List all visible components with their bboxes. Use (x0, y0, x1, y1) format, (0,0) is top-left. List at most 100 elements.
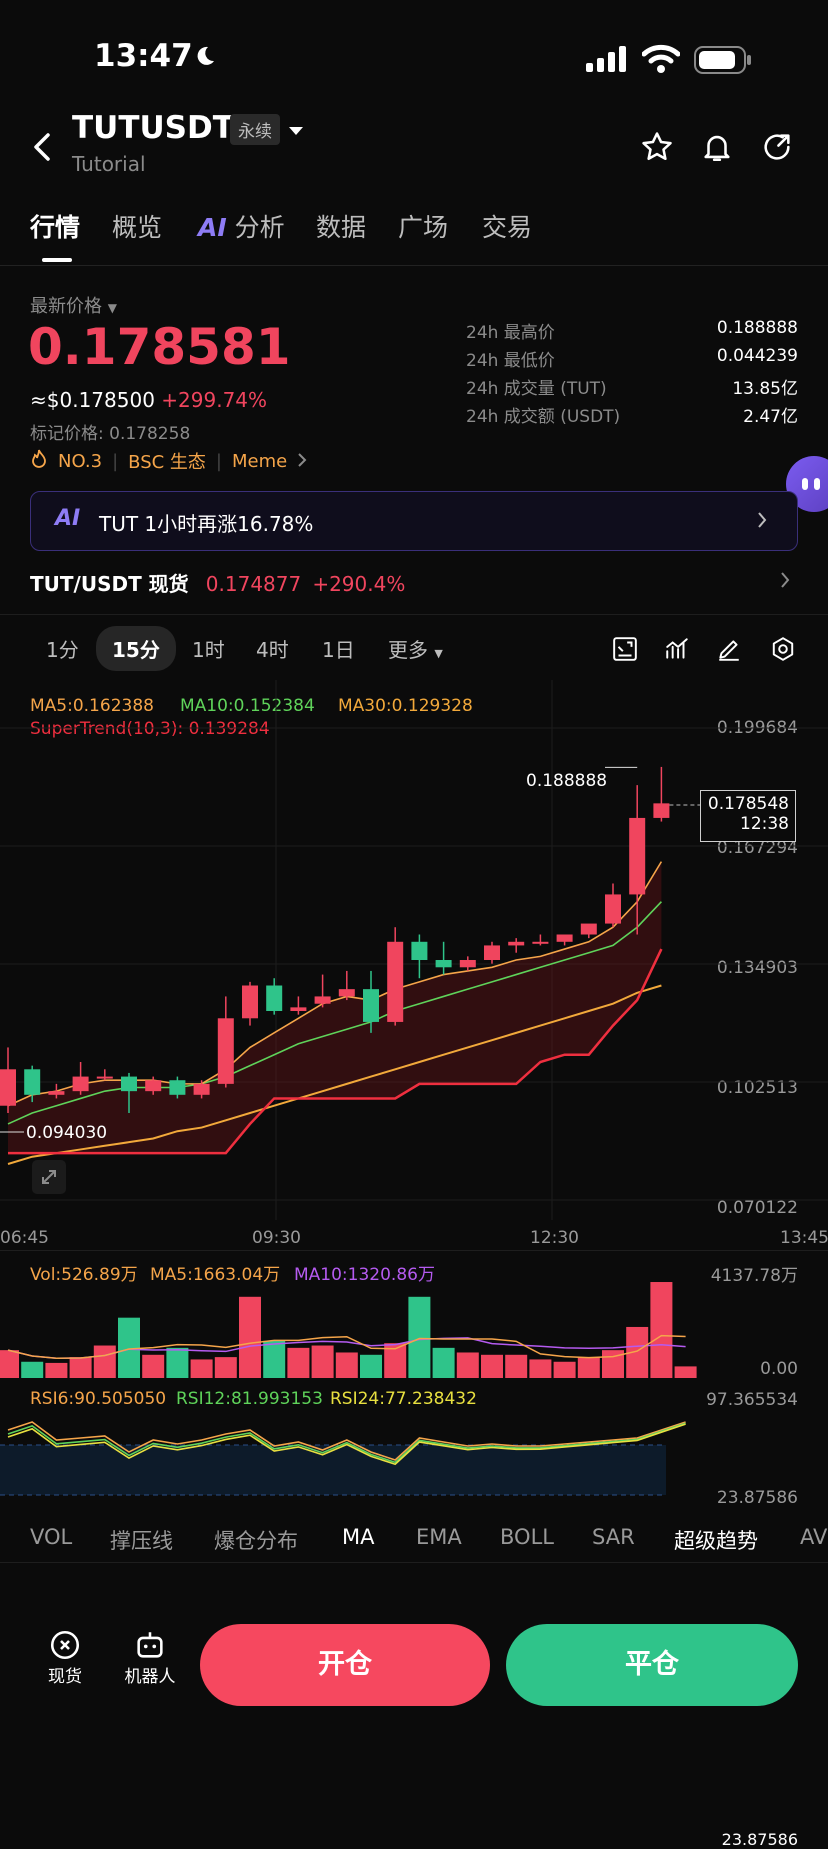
candle-body (193, 1083, 210, 1095)
candle-body (629, 817, 646, 895)
candle-body (363, 989, 379, 1022)
indicator-tab-ema[interactable]: EMA (416, 1525, 462, 1549)
spot-pair-row[interactable]: TUT/USDT 现货 0.174877 +290.4% (30, 568, 796, 598)
volume-bar (45, 1362, 68, 1378)
rsi-y-bottom-visible: 23.87586 (716, 1488, 798, 1508)
spot-shortcut[interactable]: 现货 (40, 1628, 90, 1687)
timeframe-more[interactable]: 更多 ▼ (388, 634, 443, 663)
bot-shortcut-label: 机器人 (124, 1667, 176, 1687)
indicator-tab-av[interactable]: AV (800, 1525, 828, 1549)
indicator-tab-liquidation[interactable]: 爆仓分布 (214, 1529, 298, 1553)
tag-rank: NO.3 (58, 450, 103, 472)
stat-label: 24h 最低价 (466, 351, 555, 371)
indicator-settings-icon[interactable] (664, 636, 690, 666)
volume-chart (0, 1282, 697, 1378)
chevron-right-icon (780, 572, 790, 592)
chart-settings-icon[interactable] (770, 636, 796, 666)
tab-analysis[interactable]: AI 分析 (198, 208, 285, 244)
share-icon[interactable] (760, 130, 794, 168)
indicator-tab-sar[interactable]: SAR (592, 1525, 635, 1549)
indicator-divider (0, 1562, 828, 1563)
ai-badge: AI (198, 213, 227, 242)
rsi-zone (0, 1445, 666, 1495)
usd-price-value: ≈$0.178500 (30, 388, 155, 412)
candle-body (556, 934, 573, 942)
x-tick: 12:30 (530, 1228, 579, 1248)
assistant-eyes-icon (814, 478, 820, 490)
candle-body (217, 1018, 234, 1084)
price-type-selector[interactable]: 最新价格 ▼ (30, 292, 117, 318)
y-tick: 0.070122 (716, 1198, 798, 1218)
fullscreen-icon[interactable] (32, 1160, 66, 1194)
volume-bar (263, 1340, 286, 1378)
legend-ma30: MA30:0.129328 (338, 696, 473, 716)
rsi24-line (7, 1423, 686, 1466)
volume-bar (674, 1366, 697, 1378)
volume-bar (166, 1347, 189, 1378)
indicator-tab-ma[interactable]: MA (342, 1525, 375, 1549)
assistant-eyes-icon (802, 478, 808, 490)
y-tick: 0.134903 (716, 958, 798, 978)
tab-data[interactable]: 数据 (316, 213, 367, 242)
chevron-right-icon (757, 512, 767, 532)
draw-tool-icon[interactable] (716, 636, 742, 666)
mark-price: 标记价格: 0.178258 (30, 419, 190, 444)
star-icon[interactable] (640, 130, 674, 168)
spot-price: 0.174877 (205, 572, 302, 596)
robot-icon (133, 1628, 167, 1662)
status-time: 13:47 (94, 38, 193, 74)
candle-body (96, 1076, 113, 1079)
tab-square[interactable]: 广场 (398, 213, 449, 242)
stat-value: 0.044239 (716, 346, 798, 366)
candle-body (459, 960, 476, 968)
volume-bar (360, 1354, 382, 1378)
tab-market[interactable]: 行情 (30, 213, 81, 242)
tab-overview[interactable]: 概览 (112, 213, 163, 242)
chevron-right-icon (297, 451, 307, 472)
stat-24h-low: 24h 最低价 0.044239 (466, 346, 798, 371)
candle-body (387, 941, 404, 1022)
candle-body (338, 989, 355, 997)
bell-icon[interactable] (700, 130, 734, 168)
candle-body (242, 985, 258, 1019)
indicator-tab-boll[interactable]: BOLL (500, 1525, 554, 1549)
symbol-dropdown-icon[interactable] (288, 122, 304, 141)
bot-shortcut[interactable]: 机器人 (118, 1628, 182, 1687)
timeframe-1m[interactable]: 1分 (46, 638, 79, 662)
indicator-tab-supertrend[interactable]: 超级趋势 (674, 1529, 758, 1553)
volume-bar (626, 1326, 649, 1378)
last-price: 0.178581 (28, 318, 291, 376)
timeframe-4h[interactable]: 4时 (256, 638, 289, 662)
battery-icon (694, 46, 752, 78)
x-tick: 09:30 (252, 1228, 301, 1248)
tabs-divider (0, 265, 828, 266)
tab-analysis-label: 分析 (234, 213, 285, 242)
open-position-button[interactable]: 开仓 (200, 1624, 490, 1706)
usd-price: ≈$0.178500 +299.74% (30, 388, 267, 412)
indicator-tab-support-resistance[interactable]: 撑压线 (110, 1529, 173, 1553)
tag-row[interactable]: NO.3 | BSC 生态 | Meme (30, 448, 307, 474)
caret-down-icon: ▼ (434, 647, 443, 660)
indicator-tab-vol[interactable]: VOL (30, 1525, 73, 1549)
candle-body (484, 945, 500, 961)
candlestick-chart[interactable] (0, 680, 828, 1220)
chart-divider (0, 1250, 828, 1251)
tab-trade[interactable]: 交易 (482, 213, 533, 242)
candle-body (532, 941, 549, 944)
timeframe-1h[interactable]: 1时 (192, 638, 225, 662)
volume-bar (650, 1282, 673, 1378)
timeframe-15m[interactable]: 15分 (96, 626, 176, 671)
chart-screenshot-icon[interactable] (612, 636, 638, 666)
spot-swap-icon (48, 1628, 82, 1662)
ai-insight-banner[interactable]: AI TUT 1小时再涨16.78% (30, 491, 798, 551)
volume-bar (456, 1352, 479, 1378)
symbol-title[interactable]: TUTUSDT (72, 110, 234, 146)
timeframe-1d[interactable]: 1日 (322, 638, 355, 662)
price-type-label: 最新价格 (30, 296, 102, 317)
back-button[interactable] (28, 132, 58, 162)
x-tick: 06:45 (0, 1228, 49, 1248)
volume-bar (432, 1347, 455, 1378)
volume-bar (93, 1345, 116, 1378)
close-position-button[interactable]: 平仓 (506, 1624, 798, 1706)
x-tick: 13:45 (780, 1228, 828, 1248)
